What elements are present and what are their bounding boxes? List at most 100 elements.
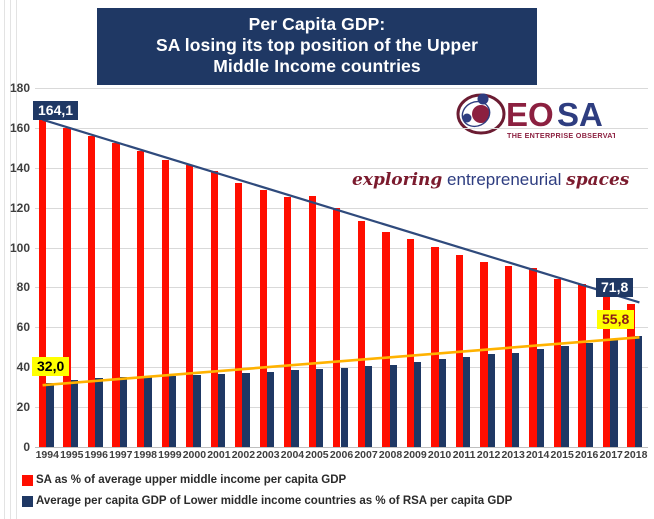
bar-navy-2015 — [561, 346, 569, 447]
bar-red-2007 — [357, 220, 365, 447]
bar-navy-2018 — [634, 335, 643, 447]
bar-navy-1997 — [119, 377, 128, 447]
bar-navy-1998 — [144, 376, 152, 447]
bar-red-2000 — [186, 164, 194, 447]
x-axis-label-1998: 1998 — [133, 449, 157, 461]
chart-legend: SA as % of average upper middle income p… — [22, 474, 642, 516]
gridline — [35, 327, 648, 329]
y-axis-tick-160: 160 — [9, 120, 30, 135]
bar-navy-2002 — [242, 373, 250, 447]
red-series-trendline — [42, 118, 640, 304]
legend-label: SA as % of average upper middle income p… — [36, 474, 347, 486]
y-axis-tick-120: 120 — [9, 200, 30, 215]
y-axis-tick-0: 0 — [23, 440, 30, 454]
navy-series-trendline — [42, 336, 640, 387]
tagline-word-spaces: spaces — [566, 170, 630, 190]
x-axis-label-2015: 2015 — [550, 449, 574, 461]
title-line-1: Per Capita GDP: — [248, 14, 386, 34]
bar-red-2015 — [553, 279, 562, 447]
gridline — [35, 167, 648, 169]
title-line-3: Middle Income countries — [213, 56, 421, 76]
x-axis-label-1997: 1997 — [109, 449, 133, 461]
tagline-word-entrepreneurial: entrepreneurial — [447, 170, 562, 189]
x-axis-label-2018: 2018 — [624, 449, 648, 461]
edge-rule — [10, 0, 11, 519]
y-axis-tick-80: 80 — [16, 280, 30, 295]
x-axis-label-1999: 1999 — [158, 449, 182, 461]
bar-navy-2016 — [585, 343, 594, 447]
y-axis-tick-140: 140 — [9, 160, 30, 175]
legend-swatch-red — [22, 474, 33, 486]
bar-red-1996 — [87, 135, 96, 447]
y-axis-tick-40: 40 — [16, 360, 30, 375]
plot-area — [35, 88, 648, 448]
bar-red-1995 — [63, 128, 71, 447]
tagline-word-exploring: exploring — [352, 170, 443, 190]
edge-rule — [16, 0, 17, 519]
bar-red-2017 — [602, 293, 611, 447]
bar-red-2001 — [210, 170, 218, 447]
gridline — [35, 287, 648, 289]
bar-navy-1999 — [168, 376, 177, 447]
bar-red-2009 — [406, 238, 415, 447]
x-axis-label-2016: 2016 — [575, 449, 599, 461]
x-axis-label-2011: 2011 — [452, 449, 476, 461]
bar-navy-2014 — [536, 349, 544, 447]
legend-swatch-navy — [22, 495, 33, 507]
gridline — [35, 247, 648, 249]
bar-navy-2001 — [217, 374, 226, 447]
bar-red-1994 — [38, 119, 47, 447]
bar-red-2010 — [431, 246, 439, 447]
x-axis-label-2007: 2007 — [354, 449, 378, 461]
last-navy-value: 55,8 — [597, 310, 635, 329]
bar-navy-2017 — [610, 339, 618, 447]
svg-text:EO: EO — [506, 96, 554, 133]
eosa-logo: EO SA THE ENTERPRISE OBSERVATORY OF SA — [450, 92, 615, 144]
gridline — [35, 367, 648, 369]
bar-navy-2003 — [266, 372, 275, 447]
x-axis-label-2006: 2006 — [329, 449, 354, 461]
atom-orbit-icon: EO SA THE ENTERPRISE OBSERVATORY OF SA — [456, 93, 615, 140]
svg-text:THE ENTERPRISE OBSERVATORY OF: THE ENTERPRISE OBSERVATORY OF SA — [507, 131, 615, 140]
x-axis-label-2008: 2008 — [378, 449, 403, 461]
x-axis-labels: 1994 1995 1996 1997 1998 1999 2000 2001 2002 2003… — [35, 449, 648, 467]
bar-red-2002 — [235, 182, 243, 447]
bar-red-1998 — [136, 150, 145, 447]
bar-navy-1995 — [70, 380, 79, 447]
bar-red-2016 — [578, 284, 586, 447]
x-axis-label-2001: 2001 — [207, 449, 231, 461]
bar-red-2005 — [308, 195, 316, 447]
legend-item-navy[interactable]: Average per capita GDP of Lower middle i… — [22, 495, 642, 507]
legend-label: Average per capita GDP of Lower middle i… — [36, 495, 513, 507]
legend-item-red[interactable]: SA as % of average upper middle income p… — [22, 474, 642, 486]
bar-navy-2010 — [438, 359, 446, 447]
bar-navy-2008 — [389, 365, 397, 447]
x-axis-label-2012: 2012 — [476, 449, 501, 461]
y-axis-tick-180: 180 — [9, 81, 30, 95]
x-axis-label-2009: 2009 — [403, 449, 427, 461]
x-axis-label-2010: 2010 — [427, 449, 452, 461]
x-axis-label-1996: 1996 — [84, 449, 108, 461]
x-axis-label-2005: 2005 — [305, 449, 329, 461]
bar-navy-2000 — [193, 375, 201, 447]
bar-red-2004 — [284, 196, 292, 447]
x-axis-label-1994: 1994 — [35, 449, 59, 461]
bar-navy-1994 — [46, 383, 54, 447]
brand-tagline: exploring entrepreneurial spaces — [352, 170, 629, 190]
svg-text:SA: SA — [557, 96, 603, 133]
gridline — [35, 88, 648, 89]
bar-navy-2005 — [315, 369, 324, 447]
edge-rule — [4, 0, 5, 519]
bar-red-2012 — [480, 261, 488, 447]
bar-navy-2011 — [463, 357, 471, 447]
bar-red-2006 — [333, 207, 341, 447]
bar-navy-2007 — [365, 366, 373, 447]
bar-red-2008 — [382, 231, 390, 447]
bar-navy-2009 — [414, 362, 422, 447]
bar-navy-2013 — [512, 353, 520, 447]
bar-navy-2012 — [487, 354, 495, 447]
x-axis-label-2017: 2017 — [599, 449, 623, 461]
x-axis-label-2002: 2002 — [231, 449, 256, 461]
last-red-value: 71,8 — [596, 278, 634, 297]
